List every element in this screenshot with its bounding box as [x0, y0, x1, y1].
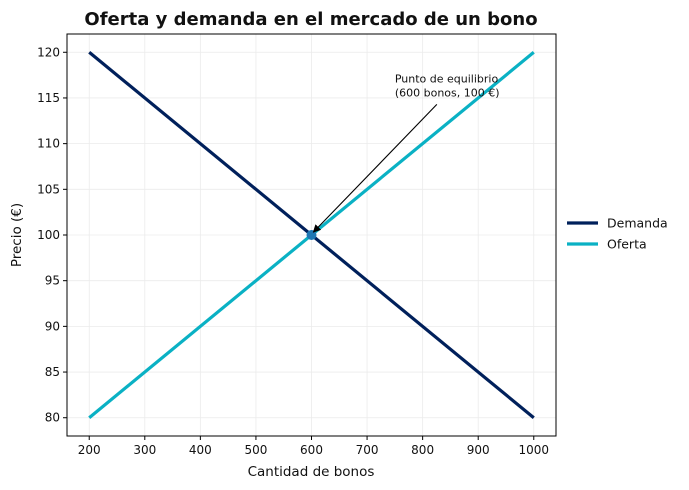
- y-tick-label: 115: [37, 91, 60, 105]
- x-tick-label: 400: [189, 443, 212, 457]
- x-tick-label: 1000: [518, 443, 549, 457]
- legend: Demanda Oferta: [567, 216, 668, 252]
- annotation-text-line: (600 bonos, 100 €): [395, 86, 500, 99]
- x-tick-label: 800: [411, 443, 434, 457]
- y-tick-label: 110: [37, 137, 60, 151]
- y-tick-label: 90: [45, 319, 60, 333]
- annotation-arrow: [312, 104, 438, 233]
- x-tick-label: 500: [244, 443, 267, 457]
- y-tick-label: 100: [37, 228, 60, 242]
- x-axis-label: Cantidad de bonos: [248, 464, 375, 480]
- y-tick-label: 120: [37, 45, 60, 59]
- annotation-text-line: Punto de equilibrio: [395, 72, 499, 85]
- chart-title: Oferta y demanda en el mercado de un bon…: [84, 9, 537, 30]
- ticks: 200 300 400 500 600 700 800 900 1000 80 85 90 95 100 1…: [37, 45, 549, 457]
- x-tick-label: 300: [133, 443, 156, 457]
- y-tick-label: 85: [45, 365, 60, 379]
- equilibrium-layer: [306, 230, 317, 240]
- x-tick-label: 700: [356, 443, 379, 457]
- x-tick-label: 900: [467, 443, 490, 457]
- y-axis-label: Precio (€): [9, 203, 25, 267]
- y-tick-label: 105: [37, 182, 60, 196]
- y-tick-label: 95: [45, 274, 60, 288]
- x-tick-label: 600: [300, 443, 323, 457]
- legend-label-oferta: Oferta: [607, 237, 647, 252]
- y-tick-label: 80: [45, 411, 60, 425]
- x-tick-label: 200: [78, 443, 101, 457]
- annotation-layer: Punto de equilibrio(600 bonos, 100 €): [312, 72, 500, 233]
- equilibrium-point: [306, 230, 317, 240]
- legend-label-demanda: Demanda: [607, 216, 668, 231]
